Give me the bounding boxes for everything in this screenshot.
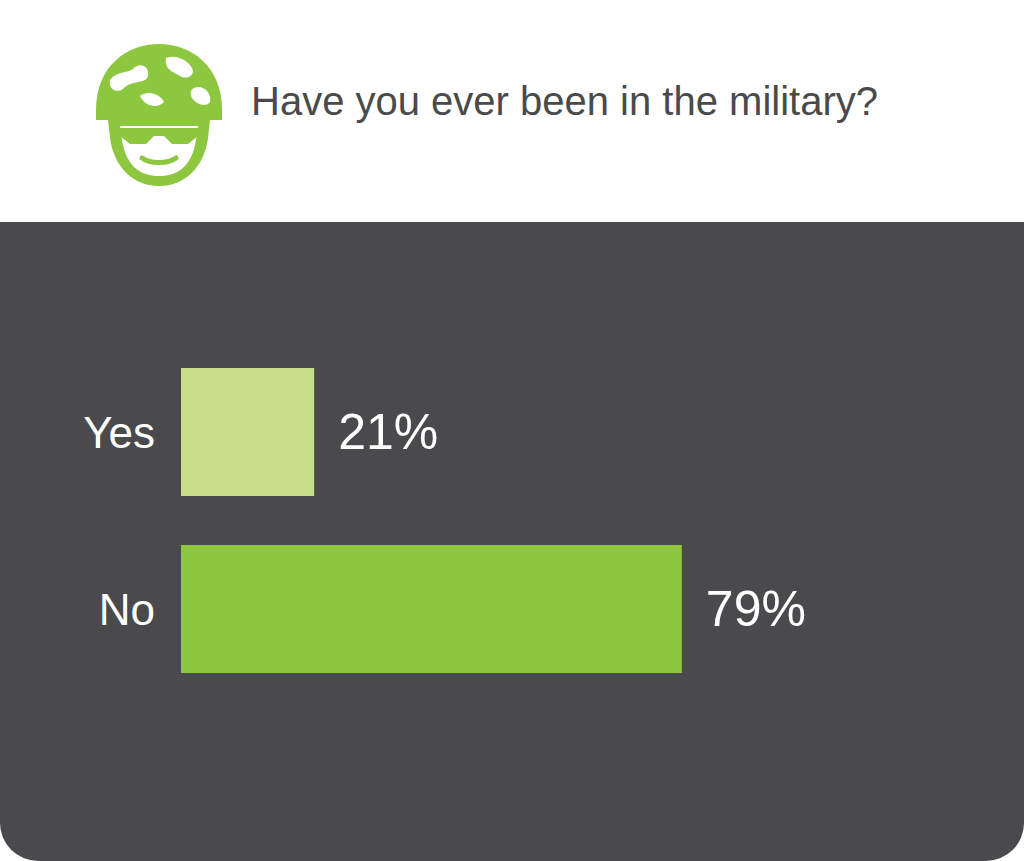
svg-text:21%: 21% bbox=[338, 404, 438, 460]
svg-text:Have you ever been in the mili: Have you ever been in the military? bbox=[251, 79, 878, 123]
svg-text:No: No bbox=[99, 585, 155, 634]
svg-text:Yes: Yes bbox=[83, 408, 155, 457]
svg-text:79%: 79% bbox=[706, 581, 806, 637]
